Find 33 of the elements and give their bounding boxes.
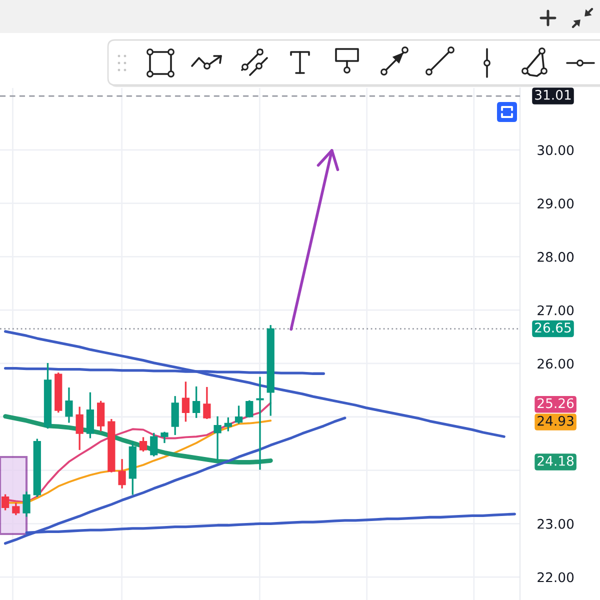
- y-tick-label: 24.18: [538, 456, 574, 466]
- y-tick-label: 26.00: [538, 358, 574, 369]
- candlestick: [224, 416, 232, 432]
- y-tick-label: 22.00: [538, 572, 574, 582]
- candlestick: [97, 400, 105, 432]
- candlestick: [160, 430, 168, 444]
- y-tick-label: 29.00: [538, 198, 574, 209]
- candlestick: [192, 386, 200, 419]
- candlestick: [1, 493, 10, 512]
- candlestick: [171, 395, 179, 436]
- candlestick: [86, 391, 94, 440]
- y-tick-label: 30.00: [538, 145, 574, 156]
- candlestick: [76, 406, 84, 451]
- candlestick: [246, 399, 254, 418]
- candlestick: [139, 436, 148, 452]
- ref-line-label: 31.01: [535, 90, 571, 100]
- y-tick-label: 25.26: [538, 398, 574, 408]
- candlestick: [182, 380, 190, 423]
- y-tick-label: 27.00: [538, 305, 574, 316]
- candlestick: [12, 502, 20, 516]
- y-tick-label: 23.00: [538, 518, 574, 529]
- line-series: [4, 330, 506, 438]
- candlestick: [22, 490, 30, 518]
- y-tick-label: 28.00: [538, 252, 574, 262]
- candlestick: [118, 458, 126, 490]
- ref-line-label: 26.65: [535, 322, 571, 333]
- y-tick-label: 24.93: [538, 416, 574, 426]
- candlestick: [150, 432, 158, 458]
- candlestick: [65, 386, 73, 424]
- candlestick: [214, 416, 222, 461]
- candlestick: [234, 404, 243, 425]
- line-series: [3, 414, 273, 464]
- candlestick: [203, 386, 211, 420]
